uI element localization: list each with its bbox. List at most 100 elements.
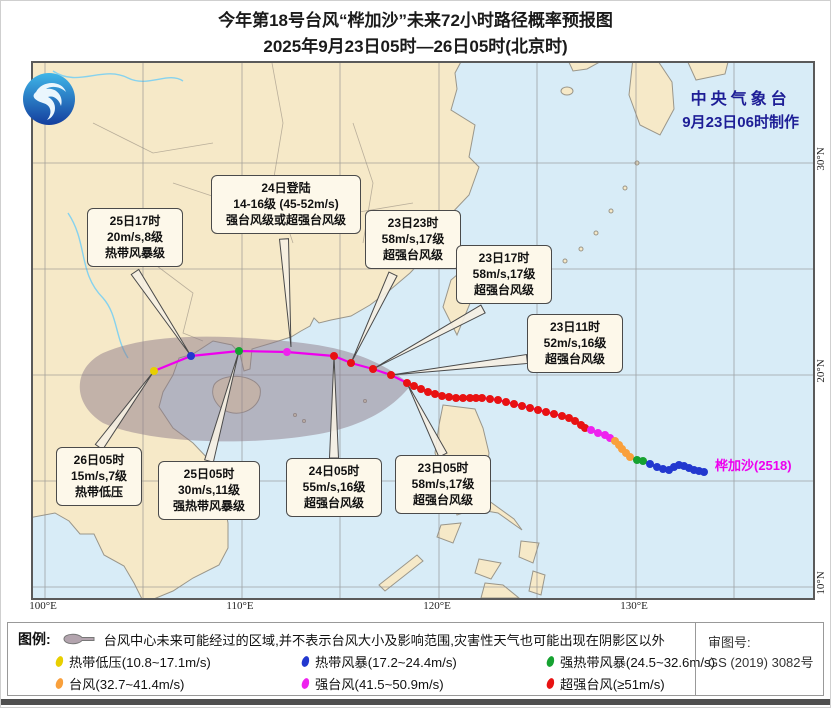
map-canvas — [33, 63, 813, 598]
callout-line: 25日17时 — [109, 214, 161, 228]
legend-item: 强台风(41.5~50.9m/s) — [300, 674, 547, 693]
cone-note: 台风中心未来可能经过的区域,并不表示台风大小及影响范围,灾害性天气也可能出现在阴… — [103, 632, 665, 648]
pointer-wedge — [372, 304, 486, 370]
track-point-super — [459, 394, 467, 402]
track-point-super — [466, 394, 474, 402]
legend-item: 强热带风暴(24.5~32.6m/s) — [545, 652, 747, 671]
legend-item-label: 热带风暴(17.2~24.4m/s) — [315, 655, 457, 670]
callout-line: 58m/s,17级 — [411, 477, 475, 492]
map-credit: 审图号: GS (2019) 3082号 — [695, 623, 823, 695]
track-point-super — [347, 359, 355, 367]
track-point-ts — [646, 460, 654, 468]
legend-item: 热带风暴(17.2~24.4m/s) — [300, 652, 547, 671]
track-point-super — [558, 412, 566, 420]
callout-line: 强台风级或超强台风级 — [225, 213, 346, 228]
callout-line: 30m/s,11级 — [177, 483, 241, 498]
forecast-callout: 23日11时 52m/s,16级 超强台风级 — [527, 314, 623, 373]
palawan — [378, 554, 424, 592]
track-point-sts — [639, 457, 647, 465]
pointer-wedge — [278, 238, 292, 348]
credit-number: GS (2019) 3082号 — [708, 655, 814, 671]
title-block: 今年第18号台风“桦加沙”未来72小时路径概率预报图 2025年9月23日05时… — [1, 8, 830, 61]
lat-tick-label: 10°N — [815, 571, 827, 595]
lat-tick-label: 30°N — [815, 147, 827, 171]
callout-line: 20m/s,8级 — [106, 230, 164, 245]
agency-issued-time: 9月23日06时制作 — [682, 114, 799, 131]
cone-icon — [61, 631, 97, 647]
pointer-wedge — [350, 271, 398, 364]
callout-line: 24日登陆 — [261, 181, 311, 195]
probability-cone — [79, 336, 411, 442]
category-dot-icon — [300, 677, 311, 690]
track-point-super — [438, 392, 446, 400]
track-point-super — [502, 398, 510, 406]
track-point-super — [452, 394, 460, 402]
forecast-map: 中央气象台 9月23日06时制作 桦加沙(2518) 25日17时 20m/s,8… — [23, 61, 815, 600]
samar — [518, 540, 540, 564]
pointer-wedge — [390, 353, 529, 376]
track-point-ty — [626, 453, 634, 461]
track-point-super — [510, 400, 518, 408]
cma-logo-icon — [21, 71, 77, 127]
legend-item-label: 强热带风暴(24.5~32.6m/s) — [560, 655, 715, 670]
track-point-ts — [700, 468, 708, 476]
forecast-callout: 24日05时 55m/s,16级 超强台风级 — [286, 458, 382, 517]
track-point-super — [410, 382, 418, 390]
category-dot-icon — [54, 655, 65, 668]
forecast-callout: 26日05时 15m/s,7级 热带低压 — [56, 447, 142, 506]
lon-tick-label: 120°E — [423, 600, 451, 612]
page-subtitle: 2025年9月23日05时—26日05时(北京时) — [263, 37, 568, 57]
track-point-sty — [594, 429, 602, 437]
callout-line: 23日23时 — [387, 216, 439, 230]
track-point-super — [387, 371, 395, 379]
track-point-sts — [633, 456, 641, 464]
callout-line: 58m/s,17级 — [472, 267, 536, 282]
legend-note-row: 图例: 台风中心未来可能经过的区域,并不表示台风大小及影响范围,灾害性天气也可能… — [18, 629, 823, 649]
callout-line: 14-16级 (45-52m/s) — [233, 197, 339, 212]
callout-line: 15m/s,7级 — [70, 469, 128, 484]
panay — [474, 558, 502, 580]
callout-line: 52m/s,16级 — [543, 336, 607, 351]
track-point-super — [417, 385, 425, 393]
agency-name: 中央气象台 — [690, 91, 791, 108]
negros — [480, 582, 520, 598]
shikoku — [687, 63, 729, 81]
callout-line: 超强台风级 — [382, 248, 443, 263]
legend-panel: 图例: 台风中心未来可能经过的区域,并不表示台风大小及影响范围,灾害性天气也可能… — [7, 622, 824, 696]
callout-line: 超强台风级 — [412, 493, 473, 508]
track-point-super — [526, 404, 534, 412]
track-point-super — [330, 352, 338, 360]
track-point-super — [565, 414, 573, 422]
forecast-callout: 24日登陆 14-16级 (45-52m/s) 强台风级或超强台风级 — [211, 175, 361, 234]
track-point-super — [486, 395, 494, 403]
typhoon-track — [150, 347, 708, 476]
lon-tick-label: 110°E — [226, 600, 254, 612]
track-point-super — [542, 408, 550, 416]
legend-item: 台风(32.7~41.4m/s) — [54, 674, 302, 693]
forecast-callout: 25日05时 30m/s,11级 强热带风暴级 — [158, 461, 260, 520]
callout-line: 23日11时 — [549, 320, 601, 334]
track-point-super — [571, 417, 579, 425]
callout-line: 热带低压 — [74, 485, 123, 500]
callout-line: 58m/s,17级 — [381, 232, 445, 247]
landmass — [33, 63, 729, 598]
callout-pointers — [94, 238, 529, 463]
track-point-super — [369, 365, 377, 373]
category-dot-icon — [54, 677, 65, 690]
callout-line: 25日05时 — [183, 467, 235, 481]
agency-block: 中央气象台 9月23日06时制作 — [682, 85, 799, 132]
jeju-island — [560, 86, 574, 96]
track-point-td — [150, 367, 158, 375]
forecast-callout: 23日23时 58m/s,17级 超强台风级 — [365, 210, 461, 269]
lat-tick-label: 20°N — [815, 359, 827, 383]
category-dot-icon — [545, 677, 556, 690]
callout-line: 超强台风级 — [544, 352, 605, 367]
legend-item-label: 强台风(41.5~50.9m/s) — [315, 677, 444, 692]
track-point-sts — [235, 347, 243, 355]
track-point-super — [550, 410, 558, 418]
track-point-ts — [187, 352, 195, 360]
callout-line: 23日17时 — [478, 251, 530, 265]
track-point-super — [472, 394, 480, 402]
track-point-super — [534, 406, 542, 414]
